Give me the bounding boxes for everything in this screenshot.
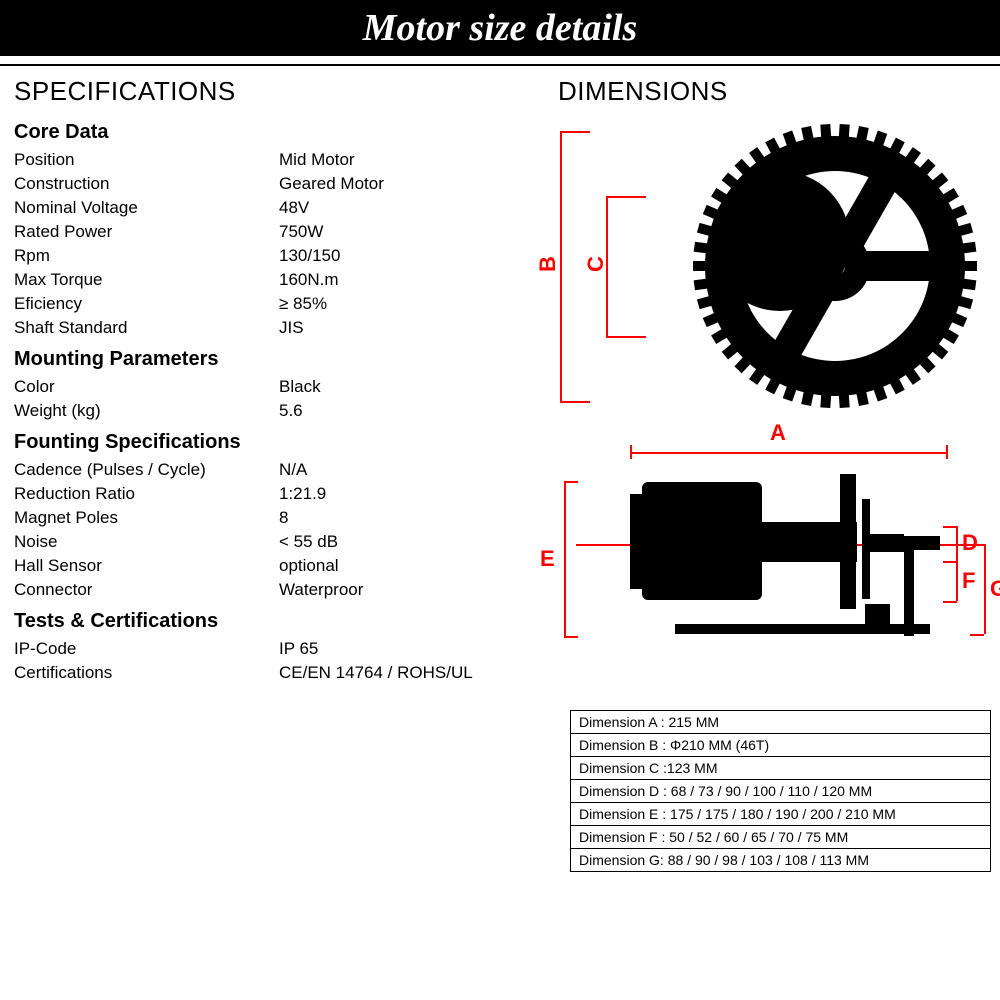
spec-value: Mid Motor: [279, 150, 530, 170]
spec-row: Weight (kg)5.6: [14, 401, 530, 421]
spec-value: Black: [279, 377, 530, 397]
side-view-diagram: A E D F G: [570, 426, 1000, 706]
spec-label: IP-Code: [14, 639, 279, 659]
spec-label: Color: [14, 377, 279, 397]
subsection-title: Founting Specifications: [14, 431, 530, 454]
dim-label-f: F: [962, 568, 975, 594]
dimension-cell: Dimension F : 50 / 52 / 60 / 65 / 70 / 7…: [571, 826, 991, 849]
spec-label: Construction: [14, 174, 279, 194]
dim-line-g: [984, 544, 986, 634]
dim-label-b: B: [535, 256, 561, 272]
spec-row: ConnectorWaterproor: [14, 580, 530, 600]
spec-value: CE/EN 14764 / ROHS/UL: [279, 663, 530, 683]
dimensions-column: DIMENSIONS B C: [530, 76, 1000, 872]
specifications-column: SPECIFICATIONS Core Data PositionMid Moto…: [0, 76, 530, 872]
title-bar: Motor size details: [0, 0, 1000, 56]
dimensions-header: DIMENSIONS: [530, 76, 1000, 107]
spec-label: Magnet Poles: [14, 508, 279, 528]
dimension-row: Dimension A : 215 MM: [571, 711, 991, 734]
dimension-row: Dimension B : Φ210 MM (46T): [571, 734, 991, 757]
sprocket-icon: [690, 121, 980, 416]
motor-side-icon: [630, 474, 960, 654]
dimension-row: Dimension D : 68 / 73 / 90 / 100 / 110 /…: [571, 780, 991, 803]
spec-label: Max Torque: [14, 270, 279, 290]
dimensions-table: Dimension A : 215 MMDimension B : Φ210 M…: [570, 710, 991, 872]
spec-label: Cadence (Pulses / Cycle): [14, 460, 279, 480]
spec-row: Reduction Ratio1:21.9: [14, 484, 530, 504]
subsection-title: Mounting Parameters: [14, 348, 530, 371]
dim-label-g: G: [990, 576, 1000, 602]
spec-row: Rated Power750W: [14, 222, 530, 242]
spec-row: Rpm130/150: [14, 246, 530, 266]
spec-label: Rated Power: [14, 222, 279, 242]
dimension-cell: Dimension E : 175 / 175 / 180 / 190 / 20…: [571, 803, 991, 826]
spec-value: 48V: [279, 198, 530, 218]
spec-label: Eficiency: [14, 294, 279, 314]
spec-value: Waterproor: [279, 580, 530, 600]
spec-row: Max Torque160N.m: [14, 270, 530, 290]
dimension-cell: Dimension D : 68 / 73 / 90 / 100 / 110 /…: [571, 780, 991, 803]
spec-row: Eficiency≥ 85%: [14, 294, 530, 314]
spec-row: ColorBlack: [14, 377, 530, 397]
dim-label-a: A: [770, 420, 786, 446]
spec-label: Connector: [14, 580, 279, 600]
spec-value: 130/150: [279, 246, 530, 266]
spec-row: ConstructionGeared Motor: [14, 174, 530, 194]
spec-row: CertificationsCE/EN 14764 / ROHS/UL: [14, 663, 530, 683]
spec-value: 5.6: [279, 401, 530, 421]
spec-label: Shaft Standard: [14, 318, 279, 338]
dim-label-e: E: [540, 546, 555, 572]
spec-row: Magnet Poles8: [14, 508, 530, 528]
spec-value: optional: [279, 556, 530, 576]
dimension-row: Dimension F : 50 / 52 / 60 / 65 / 70 / 7…: [571, 826, 991, 849]
dim-line-a: [630, 452, 946, 454]
dimension-cell: Dimension C :123 MM: [571, 757, 991, 780]
spec-value: 1:21.9: [279, 484, 530, 504]
dim-line-b: [560, 131, 562, 401]
spec-label: Weight (kg): [14, 401, 279, 421]
spec-label: Reduction Ratio: [14, 484, 279, 504]
spec-row: Shaft StandardJIS: [14, 318, 530, 338]
spec-value: < 55 dB: [279, 532, 530, 552]
dim-line-e: [564, 481, 566, 636]
subsection-title: Core Data: [14, 121, 530, 144]
spec-value: ≥ 85%: [279, 294, 530, 314]
spec-row: Cadence (Pulses / Cycle)N/A: [14, 460, 530, 480]
dim-line-c: [606, 196, 608, 336]
dimension-row: Dimension G: 88 / 90 / 98 / 103 / 108 / …: [571, 849, 991, 872]
dimension-row: Dimension C :123 MM: [571, 757, 991, 780]
spec-value: N/A: [279, 460, 530, 480]
dimension-cell: Dimension G: 88 / 90 / 98 / 103 / 108 / …: [571, 849, 991, 872]
spec-row: Noise< 55 dB: [14, 532, 530, 552]
subsection-title: Tests & Certifications: [14, 610, 530, 633]
spec-value: 750W: [279, 222, 530, 242]
spec-label: Position: [14, 150, 279, 170]
spec-row: Hall Sensoroptional: [14, 556, 530, 576]
spec-value: 160N.m: [279, 270, 530, 290]
dimension-cell: Dimension A : 215 MM: [571, 711, 991, 734]
spec-label: Hall Sensor: [14, 556, 279, 576]
spec-row: IP-CodeIP 65: [14, 639, 530, 659]
dim-label-d: D: [962, 530, 978, 556]
content-container: SPECIFICATIONS Core Data PositionMid Moto…: [0, 64, 1000, 872]
front-view-diagram: B C: [570, 121, 1000, 416]
spec-row: PositionMid Motor: [14, 150, 530, 170]
dimension-cell: Dimension B : Φ210 MM (46T): [571, 734, 991, 757]
spec-label: Nominal Voltage: [14, 198, 279, 218]
spec-label: Certifications: [14, 663, 279, 683]
spec-row: Nominal Voltage48V: [14, 198, 530, 218]
spec-label: Rpm: [14, 246, 279, 266]
spec-value: IP 65: [279, 639, 530, 659]
spec-value: Geared Motor: [279, 174, 530, 194]
spec-value: JIS: [279, 318, 530, 338]
spec-label: Noise: [14, 532, 279, 552]
spec-value: 8: [279, 508, 530, 528]
specifications-header: SPECIFICATIONS: [14, 76, 530, 107]
dimension-row: Dimension E : 175 / 175 / 180 / 190 / 20…: [571, 803, 991, 826]
page-title: Motor size details: [363, 6, 637, 50]
